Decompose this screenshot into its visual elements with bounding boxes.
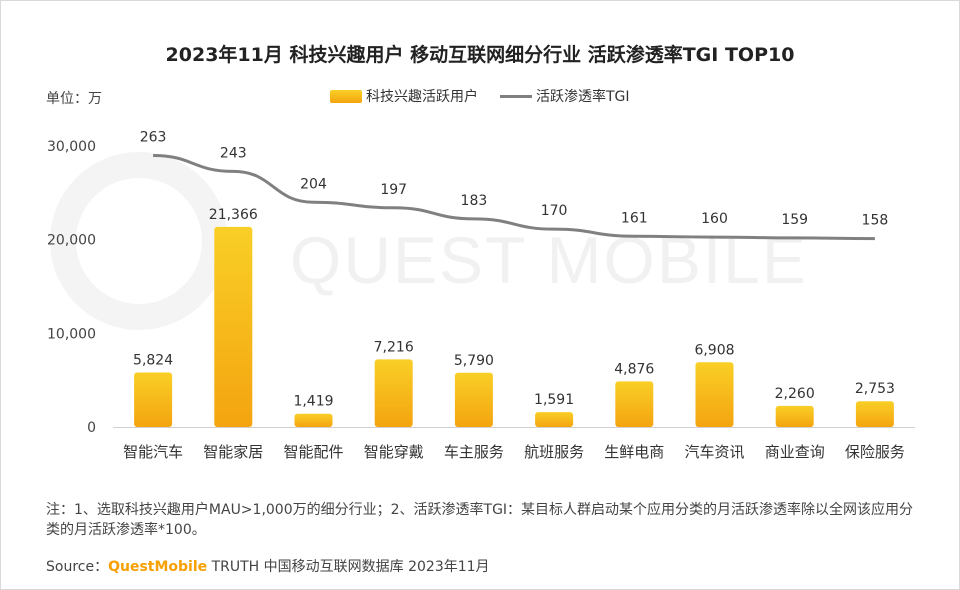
bar-value-label: 2,260	[775, 386, 815, 402]
source-brand: QuestMobile	[108, 559, 208, 575]
line-value-label: 263	[140, 130, 167, 146]
bar-value-label: 1,419	[293, 394, 333, 410]
bar	[374, 359, 413, 427]
bar	[214, 226, 253, 427]
line-value-label: 204	[300, 176, 327, 192]
footnote: 注：1、选取科技兴趣用户MAU>1,000万的细分行业；2、活跃渗透率TGI：某…	[46, 502, 914, 538]
legend-bar-label: 科技兴趣活跃用户	[366, 89, 478, 105]
line-value-label: 161	[621, 210, 648, 226]
x-tick-label: 智能穿戴	[364, 443, 424, 461]
line-value-label: 197	[380, 182, 407, 198]
x-tick-label: 智能家居	[203, 443, 263, 461]
bar-value-label: 2,753	[855, 381, 895, 397]
x-tick-label: 车主服务	[444, 443, 504, 461]
bar	[775, 405, 814, 427]
tgi-line	[153, 154, 875, 241]
x-tick-label: 商业查询	[765, 443, 825, 461]
line-value-label: 170	[541, 203, 568, 219]
bar	[615, 381, 654, 427]
y-tick-label: 20,000	[47, 233, 96, 249]
line-value-label: 159	[781, 212, 808, 228]
bar-value-label: 21,366	[209, 207, 258, 223]
bar	[535, 412, 574, 427]
line-value-label: 158	[862, 213, 889, 229]
y-tick-label: 0	[87, 420, 96, 436]
bar-value-label: 6,908	[694, 342, 734, 358]
bar-value-label: 7,216	[374, 339, 414, 355]
legend-line-swatch	[500, 94, 532, 98]
bar	[294, 413, 333, 427]
bar	[134, 372, 173, 427]
x-tick-label: 汽车资讯	[684, 443, 744, 461]
unit-label: 单位：万	[46, 91, 102, 107]
x-tick-label: 智能配件	[283, 443, 343, 461]
bar-value-label: 1,591	[534, 392, 574, 408]
y-tick-label: 10,000	[47, 326, 96, 342]
x-tick-label: 生鲜电商	[604, 443, 664, 461]
line-value-label: 243	[220, 145, 247, 161]
line-value-label: 160	[701, 211, 728, 227]
x-tick-label: 智能汽车	[123, 443, 183, 461]
bar-value-label: 5,824	[133, 352, 173, 368]
bar	[855, 401, 894, 427]
bar	[454, 372, 493, 427]
bar-value-label: 5,790	[454, 353, 494, 369]
y-tick-label: 30,000	[47, 139, 96, 155]
source-line: Source：QuestMobile TRUTH 中国移动互联网数据库 2023…	[46, 556, 490, 576]
legend-line-label: 活跃渗透率TGI	[536, 89, 630, 105]
line-value-label: 183	[461, 193, 488, 209]
watermark: QUEST MOBILE	[290, 223, 808, 297]
x-tick-label: 航班服务	[524, 443, 584, 461]
source-prefix: Source：	[46, 559, 109, 575]
bar	[695, 362, 734, 427]
bar-value-label: 4,876	[614, 361, 654, 377]
source-rest: TRUTH 中国移动互联网数据库 2023年11月	[207, 559, 490, 575]
x-tick-label: 保险服务	[845, 443, 905, 461]
legend-bar-swatch	[330, 89, 362, 103]
legend: 科技兴趣活跃用户 活跃渗透率TGI	[330, 86, 630, 106]
chart-title: 2023年11月 科技兴趣用户 移动互联网细分行业 活跃渗透率TGI TOP10	[165, 44, 795, 66]
